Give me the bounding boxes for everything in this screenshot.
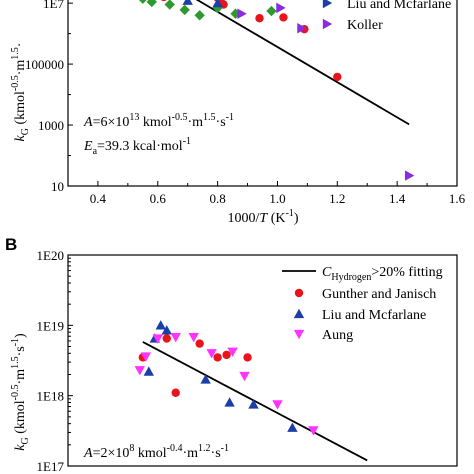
panel-a-y-tick-label: 100000 [25, 57, 64, 72]
panel-a-point-series-2 [212, 0, 223, 8]
panel-b-point-series-1 [287, 422, 298, 432]
panel-b-point-series-1 [161, 325, 172, 335]
panel-a-annotation-prefactor: A=6×1013 kmol-0.5·m1.5·s-1 [83, 112, 234, 130]
panel-b-point-series-0 [162, 334, 171, 343]
panel-a-x-tick-label: 0.4 [90, 191, 107, 206]
panel-a-y-tick-label: 1000 [38, 118, 64, 133]
panel-b-point-series-0 [171, 388, 180, 397]
panel-b-legend-label-liu: Liu and Mcfarlane [322, 308, 426, 323]
panel-b-fit-line [142, 341, 368, 462]
panel-a-fit-line [195, 0, 410, 126]
panel-a-point-series-1 [212, 2, 223, 14]
panel-b-point-series-2 [239, 371, 250, 382]
panel-b-point-series-2 [308, 426, 319, 436]
panel-a-x-tick-label: 0.6 [150, 191, 167, 206]
panel-a-legend-marker-liu [322, 0, 333, 9]
panel-a-y-axis-label: kG (kmol-0.5·m1.5· [10, 43, 31, 142]
panel-b-point-series-0 [243, 353, 252, 362]
panel-a-legend-label-koller: Koller [347, 18, 383, 33]
panel-a-x-tick-label: 0.8 [209, 191, 225, 206]
panel-a-point-series-3 [276, 2, 286, 14]
panel-b-point-series-2 [140, 352, 151, 362]
panel-b-y-axis-label: kG (kmol-0.5·m1.5·s-1) [10, 333, 31, 451]
panel-b-point-series-2 [188, 332, 199, 343]
panel-a-point-series-3 [237, 8, 247, 19]
panel-a-point-series-1 [179, 4, 190, 16]
panel-b-y-tick-label: 1E18 [37, 389, 64, 404]
panel-a-point-series-0 [160, 0, 167, 2]
panel-a-point-series-1 [138, 0, 147, 4]
panel-b-label: B [5, 235, 17, 254]
panel-a-x-tick-label: 1.0 [269, 191, 285, 206]
panel-a-point-series-0 [333, 72, 342, 82]
panel-b-point-series-2 [152, 334, 163, 344]
panel-a-plot-frame [67, 0, 458, 187]
panel-b-point-series-0 [222, 350, 231, 360]
panel-a-legend-label-liu: Liu and Mcfarlane [347, 0, 451, 12]
panel-b-point-series-2 [134, 366, 146, 376]
panel-a-x-axis-label: 1000/T (K-1) [228, 208, 299, 226]
panel-a-point-series-2 [182, 0, 193, 5]
panel-a-point-series-3 [297, 23, 307, 34]
panel-b-legend-marker-liu [293, 308, 305, 319]
panel-a-legend-marker-koller [322, 18, 333, 30]
panel-a-y-tick-label: 1E7 [43, 0, 64, 11]
panel-b-point-series-2 [206, 349, 217, 359]
panel-a-y-tick-label: 10 [51, 179, 64, 194]
panel-a-point-series-0 [255, 14, 264, 23]
panel-b-y-tick-label: 1E19 [37, 318, 64, 333]
panel-a-x-tick-label: 1.2 [329, 191, 345, 206]
panel-b-legend-label-gunther: Gunther and Janisch [322, 287, 436, 302]
panel-b-y-tick-label: 1E20 [37, 248, 64, 263]
panel-a-point-series-1 [266, 5, 277, 17]
panel-b-point-series-0 [213, 353, 222, 362]
panel-b-point-series-2 [170, 332, 181, 343]
panel-b-point-series-1 [155, 320, 166, 330]
panel-b-annotation-prefactor: A=2×108 kmol-0.4·m1.2·s-1 [83, 443, 229, 461]
panel-b-point-series-0 [195, 339, 204, 348]
panel-a-x-tick-label: 1.6 [449, 191, 466, 206]
panel-b-y-tick-label: 1E17 [37, 459, 65, 474]
panel-b-legend-label-aung: Aung [322, 328, 353, 343]
panel-b-plot-frame [67, 254, 458, 467]
panel-a-point-series-1 [194, 10, 205, 21]
panel-a-point-series-3 [404, 170, 415, 181]
panel-b-point-series-1 [143, 366, 154, 376]
panel-b-legend-label-fitting: CHydrogen>20% fitting [322, 265, 443, 283]
panel-b-point-series-1 [224, 397, 235, 407]
panel-b-legend-marker-gunther [294, 288, 304, 298]
panel-b-legend-marker-aung [293, 329, 305, 340]
panel-b-point-series-1 [200, 374, 211, 384]
panel-a-point-series-0 [279, 13, 288, 22]
panel-a-point-series-1 [146, 0, 157, 8]
panel-a-x-tick-label: 1.4 [389, 191, 406, 206]
panel-b-point-series-2 [272, 400, 283, 410]
panel-a-annotation-activation-energy: Ea=39.3 kcal·mol-1 [83, 136, 191, 157]
panel-a-point-series-1 [164, 0, 175, 10]
panel-b-point-series-1 [248, 399, 259, 409]
panel-b-point-series-2 [227, 347, 238, 358]
